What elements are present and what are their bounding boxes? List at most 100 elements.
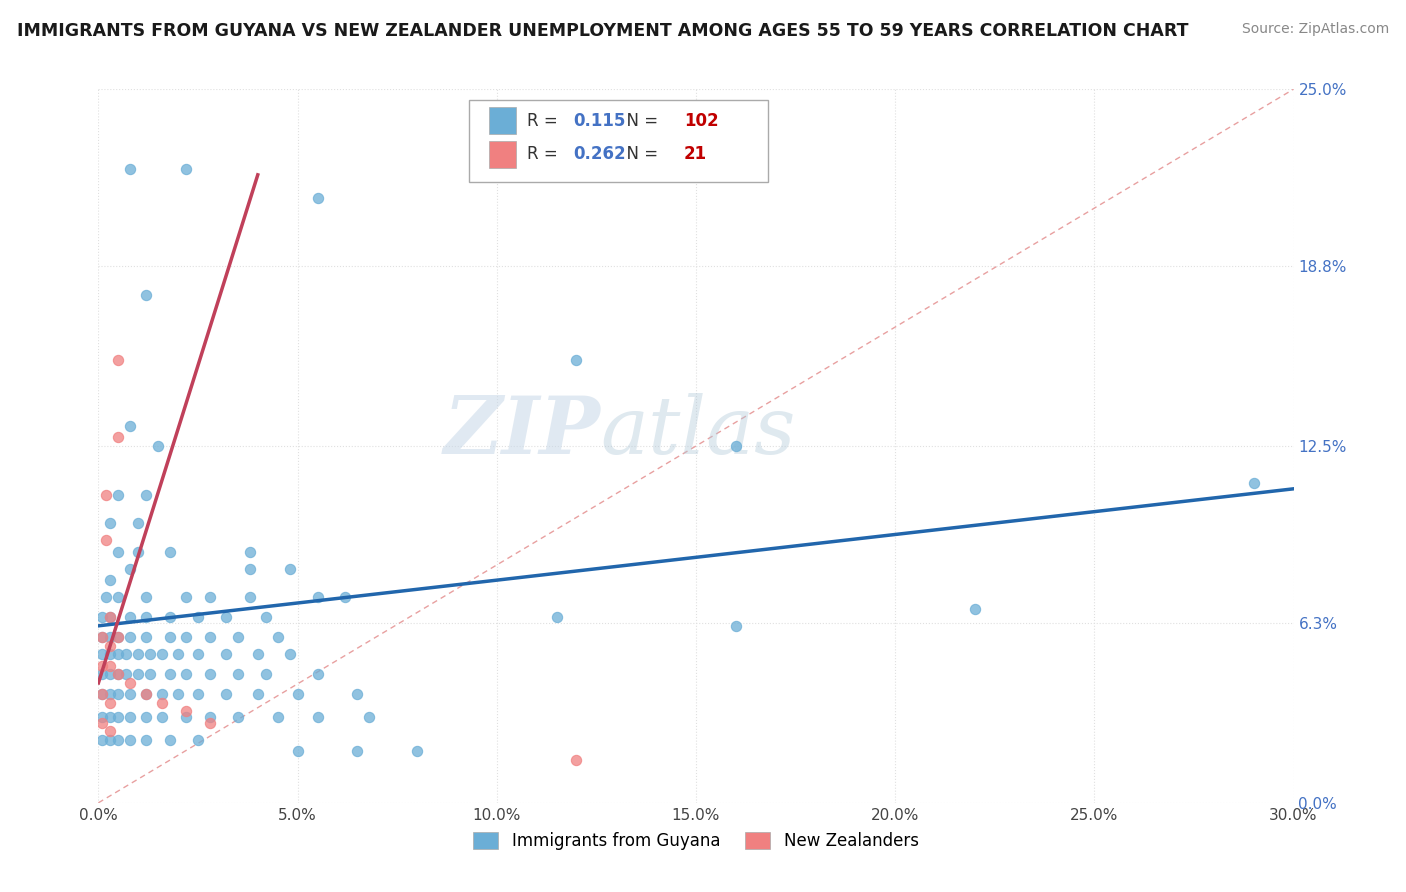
Point (120, 733, 142, 747)
Point (107, 430, 129, 444)
Point (226, 667, 249, 681)
Point (198, 710, 221, 724)
Point (98, 724, 122, 739)
Point (346, 744, 368, 758)
Point (135, 687, 157, 701)
Point (565, 353, 588, 368)
Point (98, 667, 122, 681)
Point (1243, 476, 1265, 491)
Point (167, 687, 190, 701)
Text: Source: ZipAtlas.com: Source: ZipAtlas.com (1241, 22, 1389, 37)
Point (226, 630, 249, 644)
FancyBboxPatch shape (489, 107, 516, 134)
Point (127, 516, 149, 530)
Point (187, 733, 209, 747)
Point (359, 710, 381, 724)
Point (107, 733, 129, 747)
Point (159, 630, 181, 644)
Point (91, 630, 114, 644)
Point (91, 648, 114, 662)
Point (174, 591, 197, 605)
Point (115, 667, 138, 681)
Point (187, 648, 209, 662)
Point (565, 753, 588, 767)
Point (98, 648, 122, 662)
Point (148, 439, 170, 453)
Point (724, 619, 747, 633)
Point (91, 687, 114, 701)
Point (107, 630, 129, 644)
Point (135, 710, 157, 724)
Point (139, 648, 162, 662)
Point (239, 544, 262, 558)
Point (135, 487, 157, 501)
Point (107, 687, 129, 701)
Point (120, 687, 142, 701)
Point (307, 667, 329, 681)
Point (120, 562, 142, 576)
Text: 0.262: 0.262 (572, 145, 626, 163)
Point (135, 591, 157, 605)
Point (98, 687, 122, 701)
Point (215, 687, 238, 701)
Point (107, 648, 129, 662)
Point (174, 162, 197, 177)
Point (127, 544, 149, 558)
Point (174, 710, 197, 724)
Point (107, 591, 129, 605)
Point (120, 676, 142, 690)
Point (135, 687, 157, 701)
Point (98, 610, 122, 624)
Point (267, 710, 290, 724)
Point (107, 487, 129, 501)
Point (91, 710, 114, 724)
Point (307, 591, 329, 605)
Text: R =: R = (527, 145, 564, 163)
Point (198, 591, 221, 605)
Text: N =: N = (616, 145, 658, 163)
Point (91, 658, 114, 673)
Text: R =: R = (527, 112, 564, 129)
Point (307, 710, 329, 724)
Point (239, 562, 262, 576)
Point (120, 162, 142, 177)
Point (135, 610, 157, 624)
Point (98, 639, 122, 653)
Point (107, 667, 129, 681)
Point (107, 353, 129, 368)
Point (91, 687, 114, 701)
Text: ZIP: ZIP (443, 393, 600, 470)
Point (107, 667, 129, 681)
Point (96, 591, 118, 605)
Text: IMMIGRANTS FROM GUYANA VS NEW ZEALANDER UNEMPLOYMENT AMONG AGES 55 TO 59 YEARS C: IMMIGRANTS FROM GUYANA VS NEW ZEALANDER … (17, 22, 1188, 40)
Point (115, 648, 138, 662)
Point (159, 667, 181, 681)
Point (187, 610, 209, 624)
Point (239, 591, 262, 605)
Point (963, 601, 986, 615)
Text: N =: N = (616, 112, 658, 129)
Point (96, 487, 118, 501)
Point (135, 630, 157, 644)
Point (107, 544, 129, 558)
Point (226, 710, 249, 724)
Point (98, 630, 122, 644)
Point (724, 439, 747, 453)
Point (150, 687, 173, 701)
Point (120, 630, 142, 644)
Point (278, 562, 301, 576)
Text: 0.115: 0.115 (572, 112, 626, 129)
Point (187, 687, 209, 701)
Point (107, 630, 129, 644)
Point (198, 715, 221, 730)
Point (307, 191, 329, 205)
Legend: Immigrants from Guyana, New Zealanders: Immigrants from Guyana, New Zealanders (465, 824, 927, 859)
Point (150, 710, 173, 724)
Point (120, 610, 142, 624)
Point (346, 687, 368, 701)
Point (98, 710, 122, 724)
Point (150, 648, 173, 662)
Point (174, 630, 197, 644)
Point (135, 733, 157, 747)
FancyBboxPatch shape (489, 141, 516, 168)
